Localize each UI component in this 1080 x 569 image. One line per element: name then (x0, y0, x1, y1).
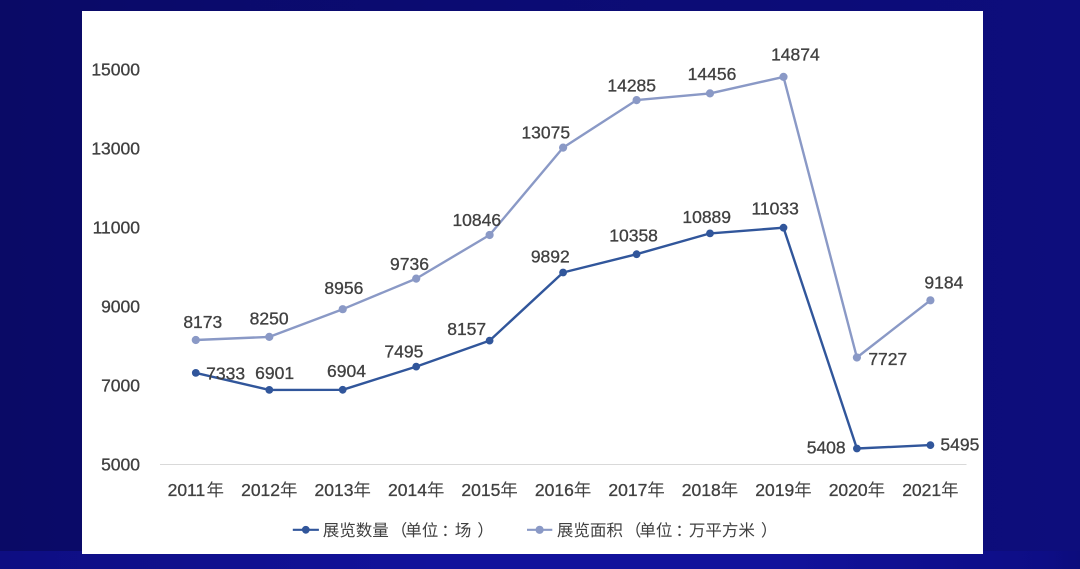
svg-text:6901: 6901 (255, 363, 294, 383)
svg-text:2019: 2019 (755, 480, 794, 500)
svg-text:9184: 9184 (924, 272, 963, 292)
svg-text:13075: 13075 (521, 123, 570, 143)
svg-text:2014: 2014 (388, 480, 427, 500)
svg-text:2018: 2018 (682, 480, 721, 500)
svg-text:2012: 2012 (241, 480, 280, 500)
svg-text:2020: 2020 (829, 480, 868, 500)
svg-text:8173: 8173 (183, 312, 222, 332)
svg-text:7333: 7333 (206, 363, 245, 383)
svg-text:10846: 10846 (452, 210, 501, 230)
svg-text:15000: 15000 (91, 60, 140, 80)
svg-text:7495: 7495 (384, 341, 423, 361)
svg-text:11033: 11033 (752, 199, 799, 219)
svg-text:5408: 5408 (807, 438, 846, 458)
svg-text:9000: 9000 (101, 297, 140, 317)
svg-text:14285: 14285 (607, 75, 656, 95)
svg-text:2021: 2021 (902, 480, 941, 500)
svg-text:5000: 5000 (101, 455, 140, 475)
svg-text:2011: 2011 (168, 480, 206, 500)
svg-text:2017: 2017 (608, 480, 647, 500)
svg-text:8157: 8157 (447, 319, 486, 339)
svg-text:2016: 2016 (535, 480, 574, 500)
svg-text:6904: 6904 (327, 361, 366, 381)
svg-text:10358: 10358 (609, 226, 658, 246)
svg-text:10889: 10889 (682, 207, 731, 227)
svg-text:8250: 8250 (250, 308, 289, 328)
svg-text:13000: 13000 (91, 139, 140, 159)
svg-text:14874: 14874 (771, 45, 820, 65)
svg-text:2015: 2015 (461, 480, 500, 500)
svg-text:8956: 8956 (324, 278, 363, 298)
svg-text:5495: 5495 (940, 435, 979, 455)
svg-text:2013: 2013 (315, 480, 354, 500)
svg-text:11000: 11000 (93, 218, 141, 238)
svg-text:9736: 9736 (390, 254, 429, 274)
svg-text:9892: 9892 (531, 247, 570, 267)
svg-text:14456: 14456 (688, 64, 737, 84)
svg-text:7727: 7727 (868, 349, 907, 369)
svg-text:7000: 7000 (101, 376, 140, 396)
